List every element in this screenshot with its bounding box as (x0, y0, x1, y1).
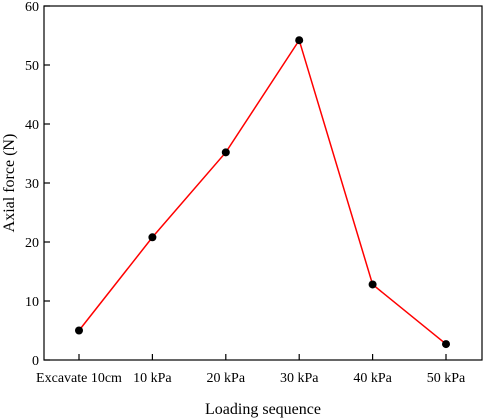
x-tick-label: 20 kPa (207, 371, 246, 386)
y-tick-label: 30 (25, 177, 39, 192)
data-point (295, 36, 304, 45)
x-tick-label: 50 kPa (427, 371, 466, 386)
x-axis-title: Loading sequence (205, 401, 321, 418)
y-axis-title: Axial force (N) (1, 134, 18, 233)
x-tick-label: 30 kPa (280, 371, 319, 386)
x-tick-label: Excavate 10cm (36, 371, 122, 386)
series-layer (75, 36, 450, 349)
data-point (75, 326, 83, 335)
y-tick-label: 50 (25, 59, 39, 74)
x-tick-label: 40 kPa (353, 371, 392, 386)
data-point (148, 233, 157, 242)
data-point (221, 148, 230, 157)
x-axis-ticks: Excavate 10cm 10 kPa 20 kPa 30 kPa 40 kPa 50 … (36, 354, 466, 386)
y-tick-label: 40 (25, 118, 39, 133)
data-point (442, 340, 450, 349)
series-line (78, 38, 447, 345)
y-tick-label: 60 (25, 0, 39, 15)
x-tick-label: 10 kPa (133, 371, 172, 386)
y-tick-label: 10 (25, 295, 39, 310)
plot-frame (43, 5, 483, 361)
y-tick-label: 20 (25, 236, 39, 251)
y-axis-ticks: 0 10 20 30 40 50 60 (25, 0, 50, 369)
y-tick-label: 0 (32, 354, 39, 369)
data-point (368, 280, 377, 289)
